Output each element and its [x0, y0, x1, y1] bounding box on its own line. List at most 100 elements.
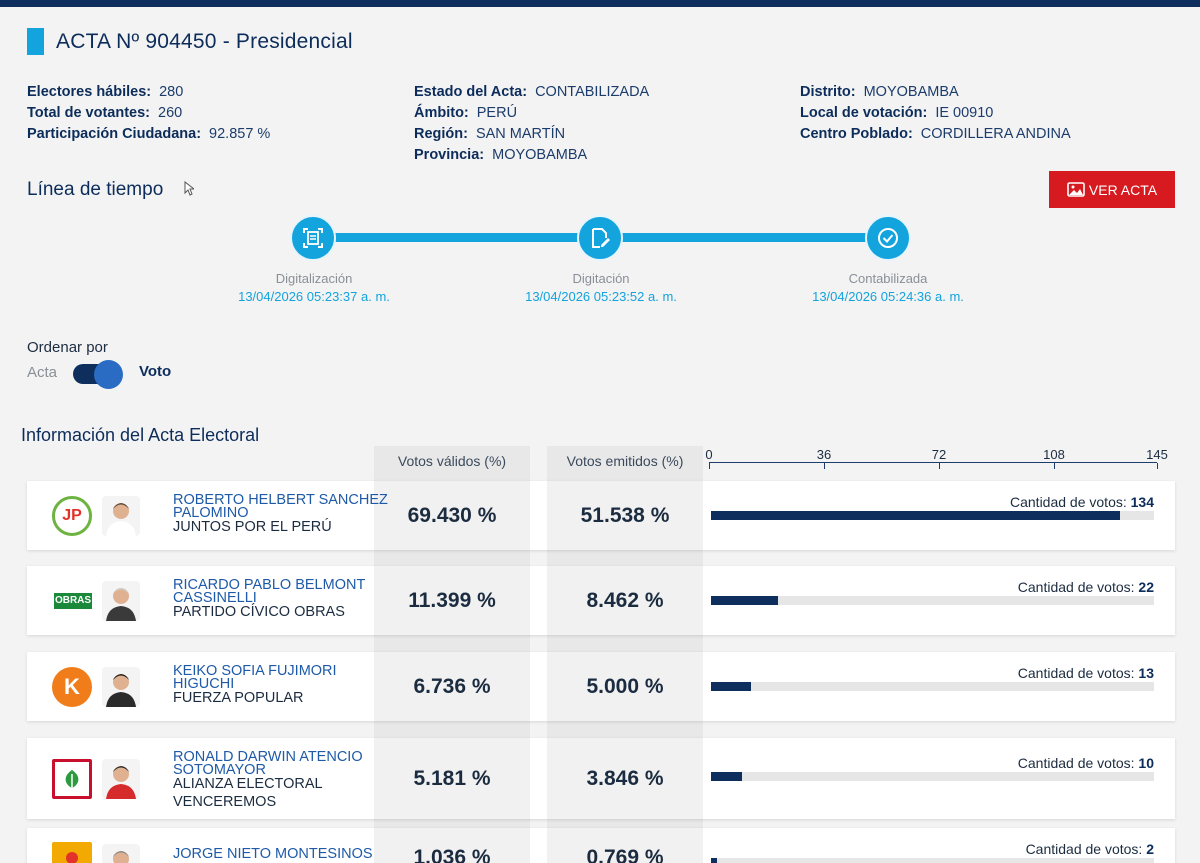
candidate-card[interactable]: OBRAS RICARDO PABLO BELMONT CASSINELLI PART…	[27, 566, 1175, 635]
timeline-step-label: Digitación	[572, 271, 630, 286]
candidate-name-line2[interactable]: PALOMINO	[173, 505, 249, 521]
party-logo-icon: K	[52, 666, 92, 707]
info-value: 92.857 %	[209, 126, 271, 142]
info-ambito: Ámbito: PERÚ	[414, 103, 649, 124]
info-local: Local de votación: IE 00910	[800, 103, 1071, 124]
votes-count: Cantidad de votos: 134	[1010, 494, 1154, 510]
candidate-name[interactable]: JORGE NIETO MONTESINOS	[173, 846, 373, 862]
order-title: Ordenar por	[27, 339, 108, 356]
ver-acta-label: VER ACTA	[1088, 181, 1158, 198]
info-value: PERÚ	[476, 105, 518, 121]
timeline-title: Línea de tiempo	[27, 179, 164, 200]
scale-tick	[709, 463, 710, 469]
votes-count-label: Cantidad de votos:	[1017, 579, 1135, 595]
order-option-voto[interactable]: Voto	[139, 363, 172, 380]
votes-count-label: Cantidad de votos:	[1010, 494, 1127, 510]
ver-acta-button[interactable]: VER ACTA	[1049, 171, 1175, 208]
candidate-photo	[102, 844, 140, 863]
valid-cell-bg	[374, 481, 530, 550]
valid-votes-percent: 5.181 %	[413, 766, 491, 790]
votes-bar-track	[711, 682, 1154, 691]
votes-bar-track	[711, 511, 1154, 520]
emitted-cell-bg	[547, 828, 703, 863]
emitted-votes-percent: 0.769 %	[586, 846, 664, 863]
info-votantes: Total de votantes: 260	[27, 103, 270, 124]
info-column-2: Estado del Acta: CONTABILIZADA Ámbito: PER…	[414, 82, 649, 166]
party-logo-icon: JP	[52, 495, 92, 536]
valid-votes-percent: 6.736 %	[413, 674, 491, 698]
order-toggle-knob[interactable]	[94, 360, 123, 389]
votes-count-value: 134	[1130, 494, 1154, 510]
votes-count: Cantidad de votos: 22	[1018, 579, 1154, 595]
timeline-step-date: 13/04/2026 05:24:36 a. m.	[812, 289, 964, 304]
scan-icon	[290, 215, 336, 261]
emitted-cell-bg	[547, 652, 703, 721]
emitted-votes-percent: 3.846 %	[586, 766, 664, 790]
info-centro-poblado: Centro Poblado: CORDILLERA ANDINA	[800, 124, 1071, 145]
party-logo-icon	[52, 842, 92, 863]
valid-votes-percent: 1.036 %	[413, 846, 491, 863]
party-name: PARTIDO CÍVICO OBRAS	[173, 604, 345, 620]
candidate-photo	[102, 580, 140, 621]
scale-tick	[824, 463, 825, 469]
votes-count: Cantidad de votos: 13	[1018, 665, 1154, 681]
candidate-name[interactable]: RONALD DARWIN ATENCIO	[173, 749, 363, 765]
info-value: CORDILLERA ANDINA	[920, 126, 1071, 142]
candidate-name[interactable]: RICARDO PABLO BELMONT	[173, 577, 366, 593]
info-value: MOYOBAMBA	[492, 147, 588, 163]
valid-cell-bg	[374, 566, 530, 635]
votes-bar-fill	[711, 682, 751, 691]
candidate-name-line2[interactable]: HIGUCHI	[173, 676, 235, 692]
votes-bar-track	[711, 596, 1154, 605]
candidate-card[interactable]: JORGE NIETO MONTESINOS 1.036 % 0.769 % Cant…	[27, 828, 1175, 863]
info-column-3: Distrito: MOYOBAMBA Local de votación: IE …	[800, 82, 1071, 145]
title-accent	[27, 28, 44, 55]
votes-count-label: Cantidad de votos:	[1017, 665, 1135, 681]
top-bar	[0, 0, 1200, 7]
info-provincia: Provincia: MOYOBAMBA	[414, 145, 649, 166]
info-label: Centro Poblado:	[800, 126, 913, 142]
party-name: FUERZA POPULAR	[173, 690, 304, 706]
header-votos-emitidos: Votos emitidos (%)	[566, 453, 684, 469]
info-label: Electores hábiles:	[27, 84, 152, 100]
check-circle-icon	[865, 215, 911, 261]
header-votos-validos: Votos válidos (%)	[397, 453, 507, 469]
candidate-name-line2[interactable]: SOTOMAYOR	[173, 762, 266, 778]
scale-tick-label: 36	[816, 447, 832, 462]
candidate-card[interactable]: K KEIKO SOFIA FUJIMORI HIGUCHI FUERZA POPUL…	[27, 652, 1175, 721]
mouse-cursor-icon	[184, 181, 194, 196]
scale-axis	[709, 462, 1157, 463]
emitted-cell-bg	[547, 738, 703, 819]
info-value: 260	[158, 105, 183, 121]
edit-document-icon	[577, 215, 623, 261]
info-label: Distrito:	[800, 84, 856, 100]
candidate-card[interactable]: JP ROBERTO HELBERT SANCHEZ PALOMINO JUNTOS …	[27, 481, 1175, 550]
valid-cell-bg	[374, 652, 530, 721]
info-label: Local de votación:	[800, 105, 928, 121]
timeline-step-date: 13/04/2026 05:23:37 a. m.	[238, 289, 390, 304]
page-title: ACTA Nº 904450 - Presidencial	[56, 29, 353, 53]
candidate-name[interactable]: KEIKO SOFIA FUJIMORI	[173, 663, 337, 679]
votes-count-value: 10	[1138, 755, 1154, 771]
votes-count-label: Cantidad de votos:	[1025, 841, 1143, 857]
party-logo-icon	[52, 758, 92, 799]
emitted-cell-bg	[547, 481, 703, 550]
votes-count-label: Cantidad de votos:	[1017, 755, 1135, 771]
order-option-acta[interactable]: Acta	[27, 364, 58, 381]
timeline-step-label: Contabilizada	[848, 271, 928, 286]
candidate-card[interactable]: RONALD DARWIN ATENCIO SOTOMAYOR ALIANZA EL…	[27, 738, 1175, 819]
scale-tick	[1157, 463, 1158, 469]
info-estado: Estado del Acta: CONTABILIZADA	[414, 82, 649, 103]
candidate-name-line2[interactable]: CASSINELLI	[173, 590, 257, 606]
scale-tick-label: 108	[1043, 447, 1065, 462]
info-value: CONTABILIZADA	[535, 84, 650, 100]
votes-bar-fill	[711, 511, 1121, 520]
candidate-name[interactable]: ROBERTO HELBERT SANCHEZ	[173, 492, 388, 508]
scale-tick	[1054, 463, 1055, 469]
page-header: ACTA Nº 904450 - Presidencial	[27, 28, 353, 55]
info-value: MOYOBAMBA	[863, 84, 959, 100]
info-label: Participación Ciudadana:	[27, 126, 202, 142]
info-value: SAN MARTÍN	[475, 126, 566, 142]
emitted-votes-percent: 8.462 %	[586, 588, 664, 612]
info-value: IE 00910	[935, 105, 994, 121]
